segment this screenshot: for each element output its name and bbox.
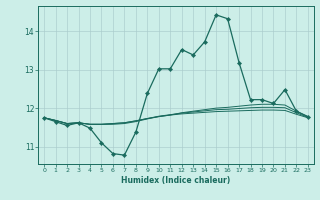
X-axis label: Humidex (Indice chaleur): Humidex (Indice chaleur)	[121, 176, 231, 185]
